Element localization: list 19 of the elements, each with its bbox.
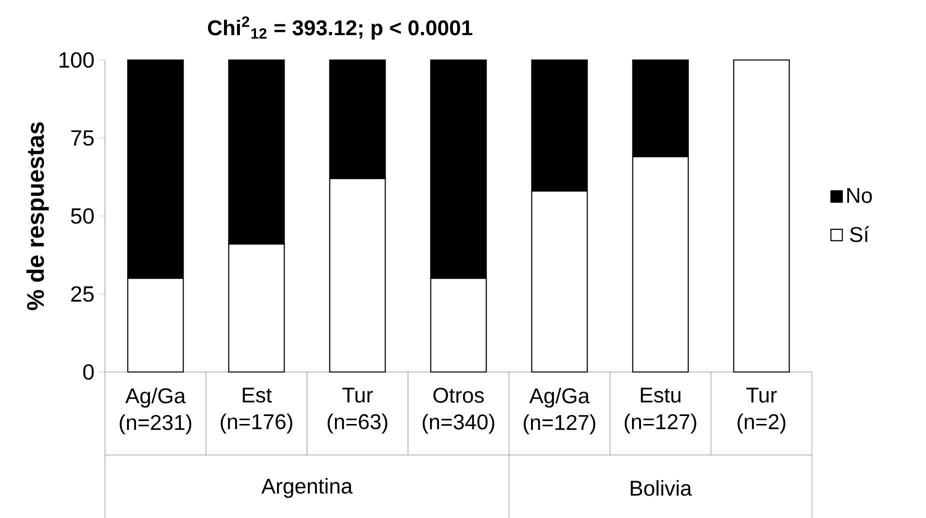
x-tick-label: Tur (n=63) (328, 388, 388, 434)
text: Bolivia (630, 480, 692, 496)
y-tick-label: 25 (71, 286, 94, 302)
x-tick-label: Ag/Ga (n=127) (524, 388, 596, 434)
legend-label: Sí (850, 226, 870, 242)
x-tick-label: Tur (n=2) (738, 388, 786, 434)
x-tick-label: Estu (n=127) (624, 388, 696, 434)
legend-label: No (847, 188, 872, 204)
text: Argentina (261, 478, 353, 498)
chart-title: Chi$^{2}$$_{12}$ = 393.12; p < 0.0001 (208, 16, 472, 40)
x-tick-label: Est (n=176) (220, 388, 292, 434)
y-tick-label: 75 (71, 130, 94, 146)
x-tick-label: Ag/Ga (n=231) (120, 388, 192, 434)
bar (733, 59, 790, 373)
y-tick-label: 0 (83, 364, 94, 380)
y-tick-label: 50 (71, 208, 94, 224)
y-tick-label: 100 (60, 52, 94, 68)
y-axis-title: % de respuestas (26, 122, 49, 310)
x-tick-label: Otros (n=340) (422, 388, 494, 434)
